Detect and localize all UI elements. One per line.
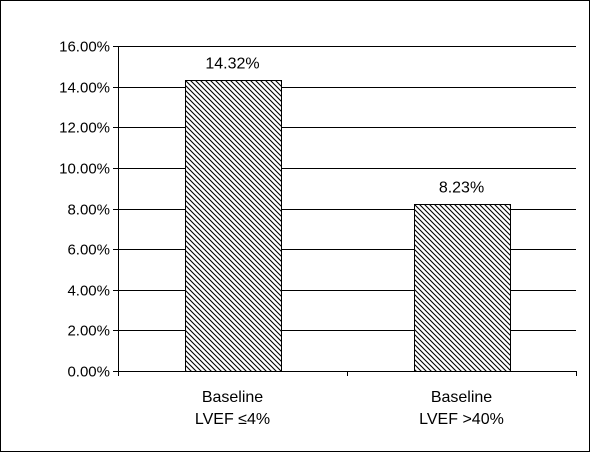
y-tick-label: 4.00% bbox=[67, 283, 110, 300]
y-tick-label: 10.00% bbox=[59, 161, 110, 178]
y-tick-label: 2.00% bbox=[67, 323, 110, 340]
bar bbox=[414, 204, 511, 372]
y-tick-label: 14.00% bbox=[59, 80, 110, 97]
data-label: 14.32% bbox=[205, 56, 259, 73]
data-label: 8.23% bbox=[439, 180, 484, 197]
y-tick-label: 0.00% bbox=[67, 364, 110, 381]
y-tick-label: 6.00% bbox=[67, 242, 110, 259]
bar bbox=[185, 80, 282, 372]
y-tick-label: 16.00% bbox=[59, 39, 110, 56]
axes bbox=[113, 46, 577, 376]
x-tick-label: Baseline bbox=[431, 389, 492, 406]
y-tick-label: 8.00% bbox=[67, 202, 110, 219]
x-tick-label: LVEF ≤4% bbox=[195, 411, 270, 428]
x-tick-label: LVEF >40% bbox=[419, 411, 504, 428]
bars bbox=[185, 80, 511, 372]
x-tick-label: Baseline bbox=[202, 389, 263, 406]
y-tick-label: 12.00% bbox=[59, 120, 110, 137]
labels: 0.00% 2.00% 4.00% 6.00% 8.00% 10.00% 12.00% 14.… bbox=[59, 39, 504, 429]
